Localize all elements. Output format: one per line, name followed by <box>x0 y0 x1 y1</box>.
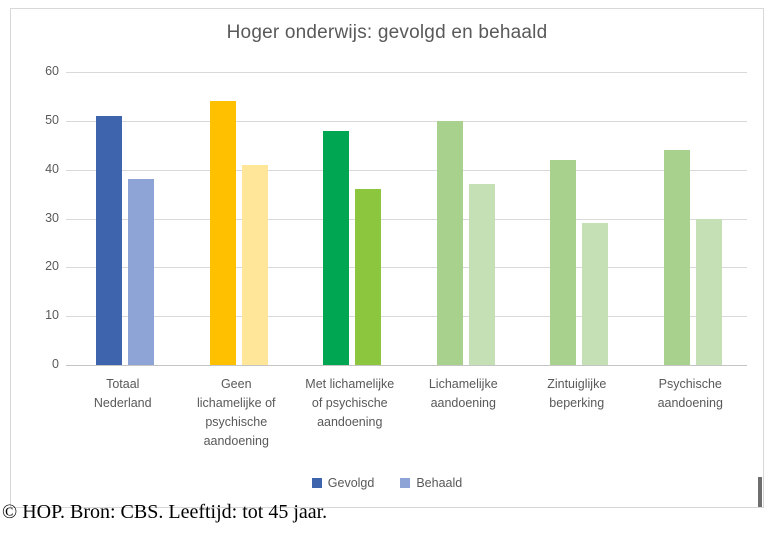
x-category-label: Geen lichamelijke of psychische aandoeni… <box>196 377 276 448</box>
y-tick-label: 40 <box>45 161 59 176</box>
y-tick-label: 60 <box>45 64 59 78</box>
gridline <box>66 72 747 73</box>
x-category-label: Lichamelijke aandoening <box>428 377 498 410</box>
bar-behaald <box>468 184 495 365</box>
gridline <box>66 120 747 122</box>
y-tick-label: 0 <box>52 357 59 371</box>
bar-gevolgd <box>209 101 236 365</box>
gridline <box>66 169 747 171</box>
x-category-label: Totaal Nederland <box>93 377 152 410</box>
legend: Gevolgd Behaald <box>11 476 763 490</box>
gridline <box>66 365 747 366</box>
legend-item-gevolgd: Gevolgd <box>311 476 375 490</box>
y-tick-label: 30 <box>45 210 59 225</box>
x-category-label: Met lichamelijke of psychische aandoenin… <box>305 377 395 429</box>
legend-swatch-icon <box>311 478 322 488</box>
bar-gevolgd <box>550 159 576 365</box>
bar-behaald <box>128 179 154 365</box>
gridline <box>66 218 747 220</box>
chart-title: Hoger onderwijs: gevolgd en behaald <box>226 22 548 43</box>
bar-behaald <box>241 164 268 365</box>
bar-behaald <box>582 223 608 365</box>
bar-behaald <box>355 189 381 365</box>
legend-label: Gevolgd <box>327 476 375 490</box>
y-tick-label: 50 <box>45 112 59 127</box>
chart-frame[interactable]: Hoger onderwijs: gevolgd en behaald 0 10 2… <box>10 8 764 508</box>
bar-behaald <box>695 218 722 365</box>
bar-gevolgd <box>323 130 349 365</box>
caption: © HOP. Bron: CBS. Leeftijd: tot 45 jaar. <box>2 501 328 523</box>
x-category-label: Zintuiglijke beperking <box>547 377 607 410</box>
y-tick-label: 10 <box>45 308 59 323</box>
bar-gevolgd <box>663 150 690 365</box>
gridline <box>66 267 747 269</box>
bar-gevolgd <box>436 120 463 365</box>
bar-gevolgd <box>96 115 122 365</box>
y-tick-label: 20 <box>45 259 59 274</box>
legend-swatch-icon <box>400 478 411 488</box>
legend-label: Behaald <box>416 476 463 490</box>
x-category-label: Psychische aandoening <box>657 377 723 410</box>
legend-item-behaald: Behaald <box>400 476 462 490</box>
resize-handle <box>758 477 762 507</box>
plot-area: 0 10 20 30 40 50 60 <box>11 9 763 507</box>
gridline <box>66 316 747 318</box>
